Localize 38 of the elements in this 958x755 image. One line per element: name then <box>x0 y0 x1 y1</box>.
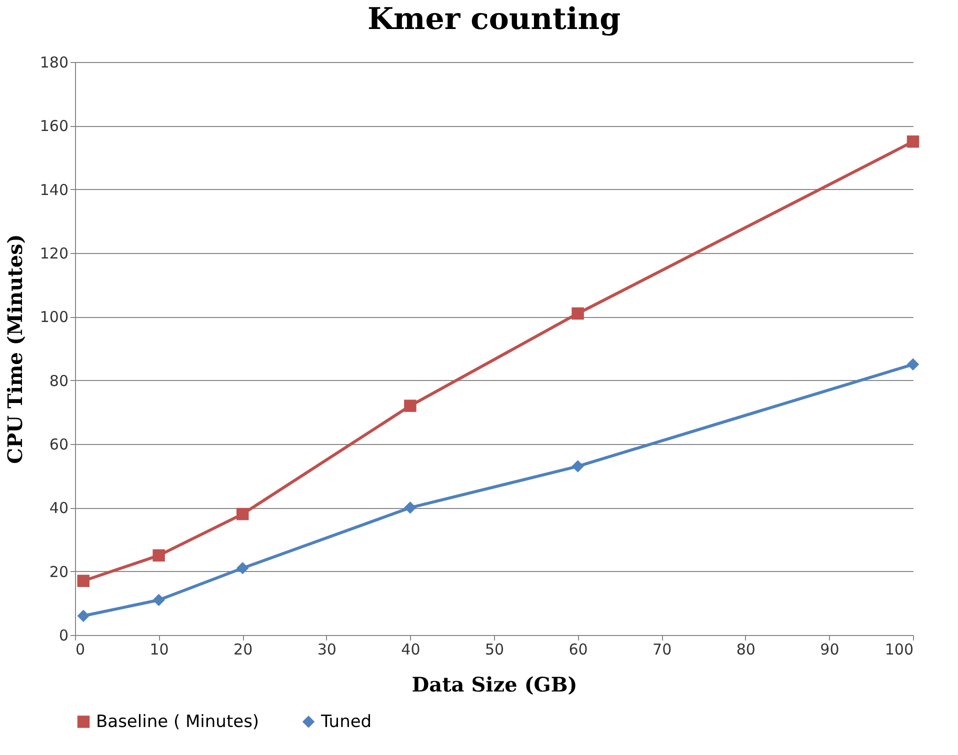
point <box>404 502 416 514</box>
point <box>77 610 90 622</box>
x-tick-label: 40 <box>401 640 420 658</box>
point <box>77 574 90 588</box>
x-tick-label: 60 <box>568 640 588 658</box>
x-axis-title: Data Size (GB) <box>412 672 578 696</box>
point <box>572 460 584 472</box>
x-tick-label: 20 <box>234 640 253 658</box>
y-tick-label: 40 <box>49 499 68 518</box>
x-tick-label: 0 <box>76 640 86 658</box>
point <box>152 549 165 562</box>
chart-title: Kmer counting <box>367 2 621 37</box>
y-tick-label: 140 <box>40 180 68 199</box>
point <box>906 135 920 148</box>
x-tick-label: 70 <box>652 640 672 658</box>
point <box>236 508 249 520</box>
x-tick-label: 80 <box>736 640 756 658</box>
y-tick-label: 100 <box>40 308 68 326</box>
point <box>152 594 165 606</box>
y-tick-label: 120 <box>40 244 68 262</box>
legend-label: Baseline ( Minutes) <box>96 712 260 732</box>
x-tick-label: 50 <box>484 640 504 658</box>
x-tick-label: 100 <box>884 640 914 658</box>
y-tick-label: 20 <box>49 562 68 581</box>
y-axis-title: CPU Time (Minutes) <box>2 234 27 464</box>
point <box>236 562 249 574</box>
y-tick-label: 80 <box>49 372 68 390</box>
y-tick-label: 180 <box>40 54 68 72</box>
x-tick-label: 30 <box>317 640 336 658</box>
point <box>404 400 416 412</box>
y-tick-label: 160 <box>40 117 68 136</box>
legend-label: Tuned <box>320 712 372 732</box>
x-tick-label: 90 <box>820 640 840 658</box>
point <box>906 358 920 371</box>
y-tick-label: 0 <box>58 626 68 644</box>
x-tick-label: 10 <box>150 640 169 658</box>
y-tick-label: 60 <box>49 436 68 454</box>
point <box>572 307 584 320</box>
